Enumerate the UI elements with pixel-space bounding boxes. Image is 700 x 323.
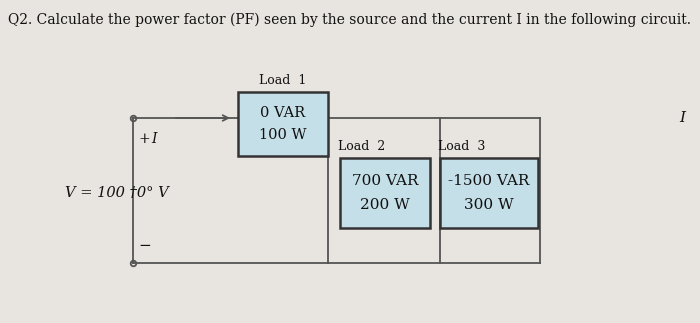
Text: I: I [151,132,157,146]
Bar [340,158,430,228]
Text: 700 VAR: 700 VAR [351,174,419,188]
Text: Q2. Calculate the power factor (PF) seen by the source and the current I in the : Q2. Calculate the power factor (PF) seen… [8,13,692,27]
Text: Load  1: Load 1 [259,74,307,87]
Bar [238,92,328,156]
Text: 200 W: 200 W [360,198,410,212]
Text: -1500 VAR: -1500 VAR [448,174,530,188]
Text: V = 100 †0° V: V = 100 †0° V [65,186,169,200]
Text: I: I [679,111,685,125]
Text: 0 VAR: 0 VAR [260,106,306,120]
Bar [440,158,538,228]
Text: 100 W: 100 W [259,128,307,142]
Text: 300 W: 300 W [464,198,514,212]
Text: Load  2: Load 2 [338,140,385,153]
Text: Load  3: Load 3 [438,140,485,153]
Text: +: + [138,132,150,146]
Text: −: − [138,239,150,253]
